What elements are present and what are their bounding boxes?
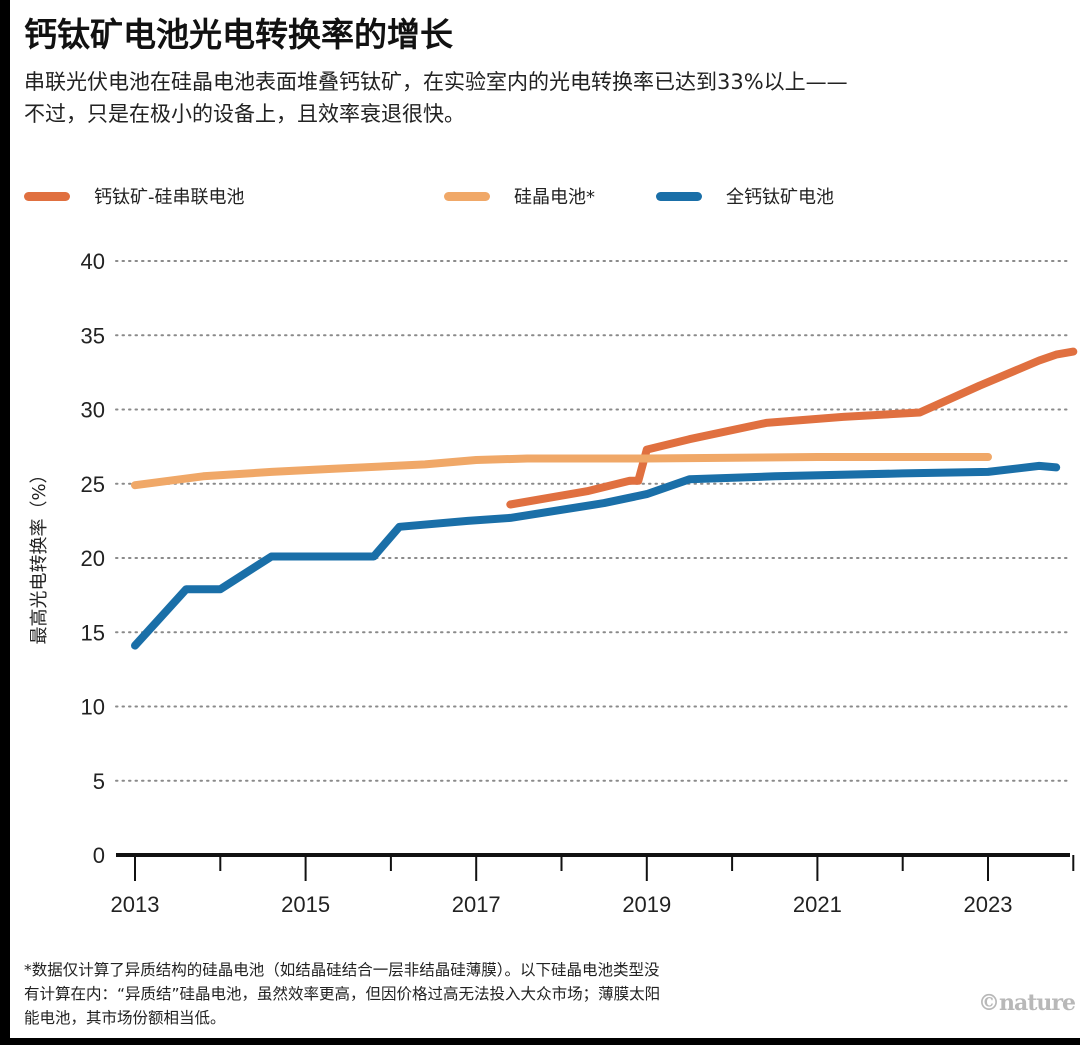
chart-panel: 钙钛矿电池光电转换率的增长 串联光伏电池在硅晶电池表面堆叠钙钛矿，在实验室内的光… — [10, 0, 1080, 1038]
y-tick-label: 5 — [93, 769, 105, 794]
x-tick-label: 2017 — [452, 892, 501, 917]
chart-title: 钙钛矿电池光电转换率的增长 — [24, 15, 453, 54]
x-tick-label: 2023 — [964, 892, 1013, 917]
x-tick-label: 2021 — [793, 892, 842, 917]
x-tick-label: 2013 — [111, 892, 160, 917]
y-tick-label: 0 — [93, 843, 105, 868]
y-tick-label: 30 — [81, 398, 105, 423]
legend-item-perovskite: 全钙钛矿电池 — [656, 183, 834, 209]
legend-label: 硅晶电池* — [514, 187, 595, 208]
chart-legend: 钙钛矿-硅串联电池 硅晶电池* 全钙钛矿电池 — [10, 183, 1080, 213]
legend-label: 钙钛矿-硅串联电池 — [94, 187, 245, 208]
subtitle-line: 串联光伏电池在硅晶电池表面堆叠钙钛矿，在实验室内的光电转换率已达到33%以上—— — [24, 70, 848, 94]
series-line-silicon — [131, 453, 992, 490]
y-tick-label: 40 — [81, 249, 105, 274]
x-tick-label: 2015 — [281, 892, 330, 917]
y-tick-label: 20 — [81, 546, 105, 571]
legend-swatch — [656, 191, 702, 201]
footnote-line: 有计算在内：“异质结”硅晶电池，虽然效率更高，但因价格过高无法投入大众市场；薄膜… — [24, 985, 661, 1003]
footnote-line: 能电池，其市场份额相当低。 — [24, 1009, 226, 1027]
legend-item-tandem: 钙钛矿-硅串联电池 — [24, 183, 245, 209]
legend-item-silicon: 硅晶电池* — [444, 183, 595, 209]
y-tick-label: 15 — [81, 620, 105, 645]
line-chart: 0 5 10 15 20 25 30 35 40 2013 2015 2017 2019 2021 2023 — [81, 249, 1078, 917]
legend-swatch — [444, 191, 490, 201]
footnote: *数据仅计算了异质结构的硅晶电池（如结晶硅结合一层非结晶硅薄膜）。以下硅晶电池类… — [24, 958, 924, 1030]
y-tick-label: 10 — [81, 695, 105, 720]
footnote-line: *数据仅计算了异质结构的硅晶电池（如结晶硅结合一层非结晶硅薄膜）。以下硅晶电池类… — [24, 961, 660, 979]
y-tick-label: 35 — [81, 323, 105, 348]
chart-subtitle: 串联光伏电池在硅晶电池表面堆叠钙钛矿，在实验室内的光电转换率已达到33%以上——… — [24, 66, 1074, 130]
y-tick-label: 25 — [81, 472, 105, 497]
subtitle-line: 不过，只是在极小的设备上，且效率衰退很快。 — [24, 102, 465, 126]
series-line-tandem — [506, 347, 1078, 509]
legend-label: 全钙钛矿电池 — [726, 187, 834, 208]
nature-credit: ©nature — [978, 990, 1076, 1016]
x-tick-label: 2019 — [622, 892, 671, 917]
series-line-perovskite — [131, 461, 1061, 650]
legend-swatch — [24, 191, 70, 201]
